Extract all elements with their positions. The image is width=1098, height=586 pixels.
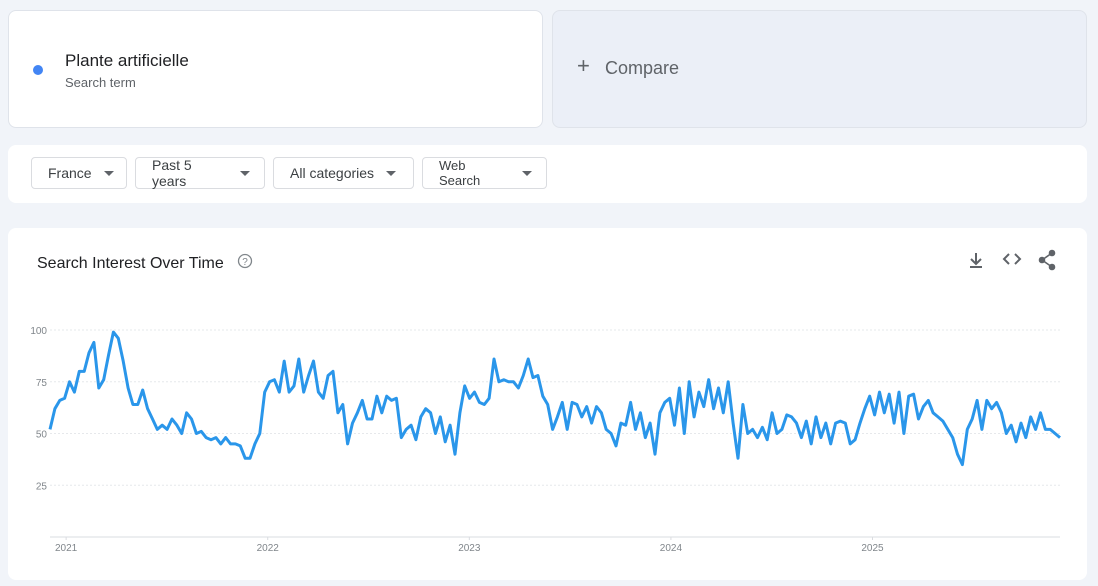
filter-label: France: [48, 165, 92, 181]
plus-icon: +: [577, 53, 590, 78]
search-term-card[interactable]: Plante artificielle Search term: [8, 10, 543, 128]
chart-title: Search Interest Over Time: [37, 255, 224, 272]
y-tick-label: 75: [36, 378, 48, 389]
filter-button[interactable]: All categories: [273, 157, 414, 189]
filter-label: Web Search: [439, 158, 481, 188]
share-icon[interactable]: [1038, 249, 1056, 271]
filter-bar: France Past 5 years All categories Web S…: [8, 145, 1087, 203]
term-label: Search term: [65, 75, 136, 90]
caret: [103, 170, 114, 176]
filter-button[interactable]: France: [31, 157, 127, 189]
compare-label: Compare: [605, 58, 680, 78]
filter-label: All categories: [290, 165, 375, 181]
embed-icon[interactable]: [1002, 253, 1022, 265]
caret: [522, 170, 532, 176]
y-tick-label: 50: [36, 430, 48, 441]
y-tick-label: 100: [30, 326, 47, 337]
x-tick-label: 2024: [660, 543, 683, 554]
x-tick-label: 2022: [257, 543, 280, 554]
compare-card[interactable]: + Compare: [552, 10, 1087, 128]
caret: [386, 170, 397, 176]
term-color-dot: [33, 65, 43, 75]
filter-label: Past 5 years: [152, 157, 192, 189]
x-tick-label: 2025: [861, 543, 884, 554]
filter-button[interactable]: Past 5 years: [135, 157, 265, 189]
download-icon[interactable]: [970, 253, 982, 268]
filter-button[interactable]: Web Search: [422, 157, 547, 189]
y-tick-label: 25: [36, 481, 48, 492]
term-name: Plante artificielle: [65, 51, 189, 70]
help-icon[interactable]: ?: [237, 253, 253, 269]
x-tick-label: 2021: [55, 543, 78, 554]
x-tick-label: 2023: [458, 543, 481, 554]
trend-line: [48, 330, 1061, 467]
svg-text:?: ?: [242, 257, 248, 268]
caret: [240, 170, 250, 176]
